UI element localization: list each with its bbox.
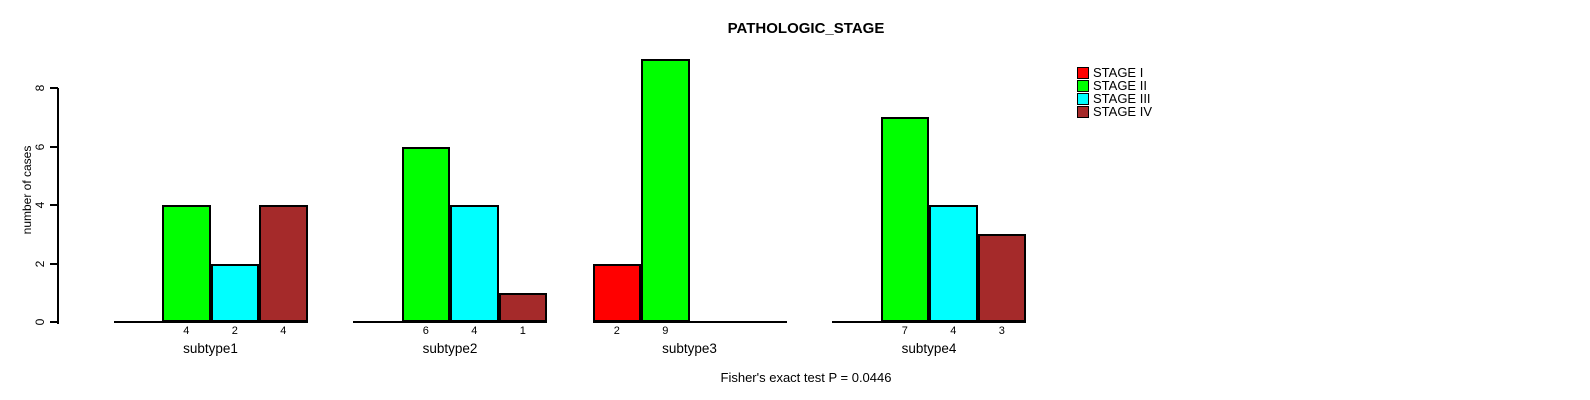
legend: STAGE I STAGE II STAGE III STAGE IV [1077,66,1152,118]
bar-value-label: 3 [998,325,1005,337]
bar-subtype3-stage-i [592,263,641,322]
bar-subtype3-stage-ii [641,58,690,322]
legend-swatch-icon [1077,66,1089,79]
group-baseline [832,321,1026,323]
category-label-subtype2: subtype2 [422,341,478,356]
legend-label: STAGE I [1093,65,1144,80]
legend-row: STAGE I [1077,66,1152,79]
bar-value-label: 4 [280,325,287,337]
y-axis-tick [50,321,58,323]
bar-subtype1-stage-iv [259,205,308,322]
bar-subtype2-stage-iii [450,205,499,322]
legend-label: STAGE IV [1093,104,1152,119]
bar-subtype1-stage-ii [162,205,211,322]
y-axis-tick-label: 0 [33,318,47,326]
bar-subtype1-stage-iii [210,263,259,322]
bar-value-label: 2 [613,325,620,337]
legend-swatch-icon [1077,79,1089,92]
legend-row: STAGE II [1077,79,1152,92]
category-label-subtype1: subtype1 [183,341,238,356]
bar-value-label: 2 [231,325,238,337]
chart-title: PATHOLOGIC_STAGE [727,20,885,37]
bar-subtype4-stage-ii [880,117,929,322]
bar-value-label: 9 [662,325,669,337]
legend-swatch-icon [1077,105,1089,118]
bar-subtype4-stage-iv [977,234,1026,322]
y-axis-tick [50,262,58,265]
y-axis-tick [50,204,58,206]
category-label-subtype4: subtype4 [901,341,957,356]
y-axis-tick-label: 2 [33,260,47,267]
bar-value-label: 4 [471,325,478,337]
legend-label: STAGE II [1093,78,1147,93]
bar-subtype2-stage-ii [401,146,450,322]
y-axis-tick-label: 8 [33,84,47,92]
legend-row: STAGE IV [1077,105,1152,118]
y-axis-tick-label: 6 [33,143,47,150]
bar-value-label: 1 [519,325,526,337]
bar-value-label: 4 [950,325,957,337]
legend-swatch-icon [1077,92,1089,105]
y-axis-line [57,88,59,324]
bar-subtype4-stage-iii [929,205,978,322]
y-axis-tick [50,145,58,148]
legend-row: STAGE III [1077,92,1152,105]
bar-value-label: 7 [901,325,908,337]
bar-value-label: 4 [183,325,190,337]
bar-value-label: 6 [422,325,429,337]
y-axis-tick-label: 4 [33,201,47,209]
y-axis-tick [50,87,58,89]
legend-label: STAGE III [1093,91,1151,106]
bar-subtype2-stage-iv [498,292,547,322]
group-baseline [113,321,308,323]
y-axis-label: number of cases [20,145,34,235]
category-label-subtype3: subtype3 [662,341,717,356]
group-baseline [353,321,547,323]
group-baseline [592,321,787,323]
fisher-test-annotation: Fisher's exact test P = 0.0446 [720,370,892,385]
